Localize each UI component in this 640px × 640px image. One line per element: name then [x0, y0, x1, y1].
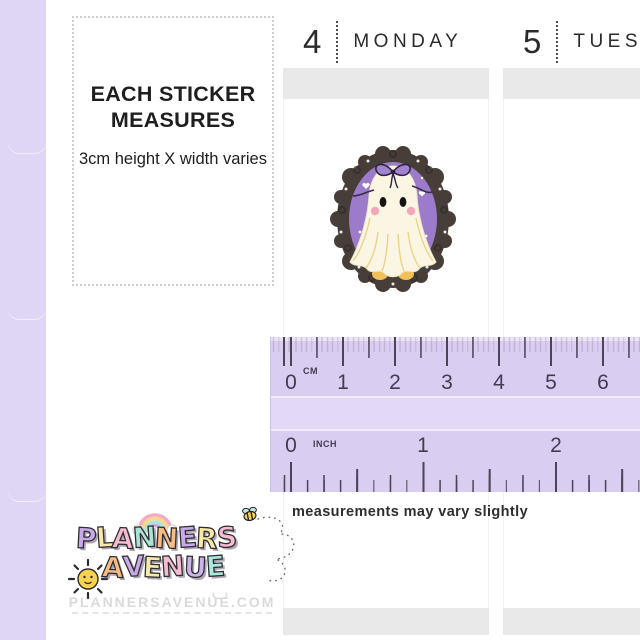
ghost-cheek-right — [406, 206, 416, 216]
dashed-underline — [72, 612, 272, 614]
ghost-eye-right — [399, 197, 407, 207]
cm-tick-label: 2 — [389, 371, 401, 394]
inch-tick-label: 0 — [285, 434, 297, 457]
cm-tick-label: 1 — [337, 371, 349, 394]
cloud-icon — [212, 589, 228, 600]
info-subtitle: 3cm height X width varies — [78, 149, 267, 168]
planner-spine — [0, 0, 46, 640]
day-column: 4 MONDAY — [283, 0, 489, 640]
logo-letter: A — [100, 550, 124, 585]
measurement-info-box: EACH STICKER MEASURES 3cm height X width… — [72, 16, 274, 286]
cm-unit-label: CM — [303, 366, 318, 376]
column-top-bar — [503, 68, 640, 99]
ghost-folds — [352, 217, 434, 272]
ghost-eye-left — [379, 197, 387, 207]
cm-tick-label: 0 — [285, 371, 297, 394]
ghost-cheek-left — [370, 206, 380, 216]
logo-letter: V — [121, 549, 145, 585]
info-title: EACH STICKER MEASURES — [90, 82, 256, 132]
frame-dots — [339, 159, 447, 286]
column-top-bar — [283, 68, 489, 99]
day-header: 5 TUESDAY — [503, 0, 640, 68]
ruler-middle-band — [271, 396, 640, 431]
dotted-divider — [556, 21, 559, 63]
cm-tick-label: 6 — [597, 371, 609, 394]
day-name: MONDAY — [353, 31, 463, 52]
ghost-bow — [375, 163, 411, 189]
ghost-body — [349, 165, 437, 278]
ruler-cm-scale: CM 0 1 2 3 4 5 6 — [271, 337, 640, 396]
website-text: PLANNERSAVENUE.COM — [68, 594, 276, 610]
logo-letter: U — [182, 550, 207, 585]
sun-icon — [67, 558, 109, 600]
logo-word-avenue: AVENUE — [100, 549, 226, 586]
cm-tick-label: 3 — [441, 371, 453, 394]
logo-decorations — [67, 506, 295, 600]
cm-tick-label: 5 — [545, 371, 557, 394]
cm-tick-label: 4 — [493, 371, 505, 394]
bee-icon — [242, 506, 257, 522]
inch-tick-label: 1 — [417, 434, 429, 457]
dotted-divider — [336, 21, 339, 63]
day-name: TUESDAY — [573, 31, 640, 52]
logo-letter: N — [160, 549, 186, 585]
day-number: 5 — [523, 23, 542, 60]
ghost-hair-strands — [352, 185, 433, 197]
column-bottom-bar — [283, 608, 489, 635]
planners-avenue-logo: PLANNERS AVENUE PLANNERSAVENUE.COM — [62, 503, 302, 621]
day-header: 4 MONDAY — [283, 0, 489, 68]
inch-tick-label: 2 — [550, 434, 562, 457]
ghost-in-ornate-frame-sticker — [330, 146, 456, 292]
inch-unit-label: INCH — [313, 439, 337, 449]
frame-swirls — [337, 149, 449, 283]
ruler-inch-scale: INCH 0 1 2 — [271, 431, 640, 492]
purple-ruler: CM 0 1 2 3 4 5 6 INCH 0 1 — [270, 337, 640, 492]
column-bottom-bar — [503, 608, 640, 635]
disclaimer-text: measurements may vary slightly — [292, 504, 529, 520]
day-column: 5 TUESDAY — [503, 0, 640, 640]
logo-letter: E — [204, 549, 226, 584]
logo-letter: P — [74, 521, 97, 556]
bee-flight-trail — [257, 516, 295, 582]
day-number: 4 — [303, 23, 322, 60]
rainbow-icon — [132, 513, 178, 536]
hearts-and-sparkles — [358, 176, 428, 238]
